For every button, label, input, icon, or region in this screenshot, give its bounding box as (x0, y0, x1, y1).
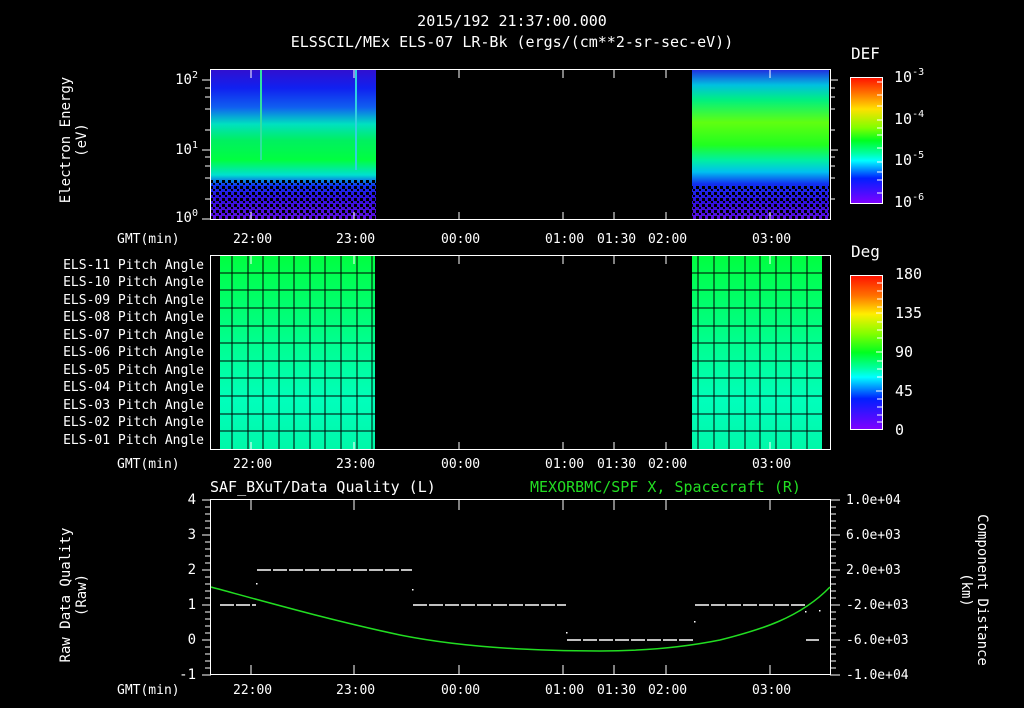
deg-tick: 45 (895, 382, 914, 400)
time-axis-label: GMT(min) (117, 457, 180, 472)
row-label-els-02: ELS-02 Pitch Angle (63, 415, 204, 430)
time-tick: 02:00 (648, 683, 688, 698)
energy-spectrogram-plot (202, 69, 883, 220)
plot-timestamp: 2015/192 21:37:00.000 (417, 12, 607, 30)
dist-ytick: 2.0e+03 (846, 563, 901, 578)
row-label-els-07: ELS-07 Pitch Angle (63, 328, 204, 343)
component-distance-ylabel: Component Distance (km) (958, 514, 990, 666)
time-tick: 01:30 (597, 232, 637, 247)
dq-ytick: -1 (179, 667, 196, 683)
time-tick: 22:00 (233, 683, 273, 698)
def-tick: 10-5 (894, 150, 925, 169)
deg-tick: 0 (895, 421, 905, 439)
data-quality-series (220, 569, 819, 641)
time-tick: 03:00 (752, 683, 792, 698)
row-label-els-01: ELS-01 Pitch Angle (63, 433, 204, 448)
time-tick: 01:30 (597, 457, 637, 472)
deg-tick: 135 (895, 304, 923, 322)
deg-tick: 180 (895, 265, 923, 283)
dq-ytick: 4 (187, 492, 196, 508)
row-label-els-04: ELS-04 Pitch Angle (63, 380, 204, 395)
pitch-angle-plot (210, 255, 883, 450)
data-quality-ylabel: Raw Data Quality (Raw) (58, 527, 90, 663)
def-tick: 10-4 (894, 109, 925, 128)
dq-ytick: 0 (187, 632, 196, 648)
pitch-angle-panel: ELS-11 Pitch Angle ELS-10 Pitch Angle EL… (0, 244, 1024, 480)
time-tick: 03:00 (752, 232, 792, 247)
row-label-els-11: ELS-11 Pitch Angle (63, 258, 204, 273)
dist-ytick: 6.0e+03 (846, 528, 901, 543)
time-tick: 00:00 (441, 683, 481, 698)
time-tick: 22:00 (233, 457, 273, 472)
row-label-els-08: ELS-08 Pitch Angle (63, 310, 204, 325)
def-tick: 10-6 (894, 192, 925, 211)
spf-x-title: MEXORBMC/SPF X, Spacecraft (R) (530, 478, 801, 496)
energy-ytick-10: 101 (175, 140, 198, 158)
time-axis-label: GMT(min) (117, 232, 180, 247)
time-tick: 01:00 (545, 457, 585, 472)
row-label-els-10: ELS-10 Pitch Angle (63, 275, 204, 290)
dist-ytick: 1.0e+04 (846, 493, 901, 508)
time-tick: 23:00 (336, 683, 376, 698)
deg-colorbar-title: Deg (851, 242, 880, 261)
data-quality-plot (202, 499, 840, 676)
time-tick: 23:00 (336, 232, 376, 247)
def-colorbar (850, 77, 883, 204)
dq-ytick: 1 (187, 597, 196, 613)
dist-ytick: -6.0e+03 (846, 633, 909, 648)
row-label-els-06: ELS-06 Pitch Angle (63, 345, 204, 360)
data-quality-panel: SAF_BXuT/Data Quality (L) MEXORBMC/SPF X… (0, 470, 1024, 708)
deg-tick: 90 (895, 343, 914, 361)
time-tick: 01:30 (597, 683, 637, 698)
dist-ytick: -1.0e+04 (846, 668, 909, 683)
dq-ytick: 2 (187, 562, 196, 578)
energy-spectrogram-panel: Electron Energy (eV) 102 101 100 DEF 10-… (0, 0, 1024, 250)
def-colorbar-title: DEF (851, 44, 880, 63)
row-label-els-09: ELS-09 Pitch Angle (63, 293, 204, 308)
data-quality-title: SAF_BXuT/Data Quality (L) (210, 478, 436, 496)
time-tick: 01:00 (545, 683, 585, 698)
time-tick: 23:00 (336, 457, 376, 472)
time-tick: 02:00 (648, 457, 688, 472)
energy-ytick-1: 100 (175, 208, 198, 226)
time-tick: 00:00 (441, 232, 481, 247)
time-tick: 00:00 (441, 457, 481, 472)
energy-ylabel: Electron Energy (eV) (58, 76, 90, 204)
def-tick: 10-3 (894, 67, 925, 86)
dist-ytick: -2.0e+03 (846, 598, 909, 613)
time-tick: 02:00 (648, 232, 688, 247)
time-tick: 01:00 (545, 232, 585, 247)
row-label-els-03: ELS-03 Pitch Angle (63, 398, 204, 413)
row-label-els-05: ELS-05 Pitch Angle (63, 363, 204, 378)
plot-subtitle: ELSSCIL/MEx ELS-07 LR-Bk (ergs/(cm**2-sr… (290, 33, 734, 51)
time-axis-label: GMT(min) (117, 683, 180, 698)
time-tick: 03:00 (752, 457, 792, 472)
energy-ytick-100: 102 (175, 70, 198, 88)
spf-x-series (210, 586, 831, 652)
time-tick: 22:00 (233, 232, 273, 247)
dq-ytick: 3 (187, 527, 196, 543)
